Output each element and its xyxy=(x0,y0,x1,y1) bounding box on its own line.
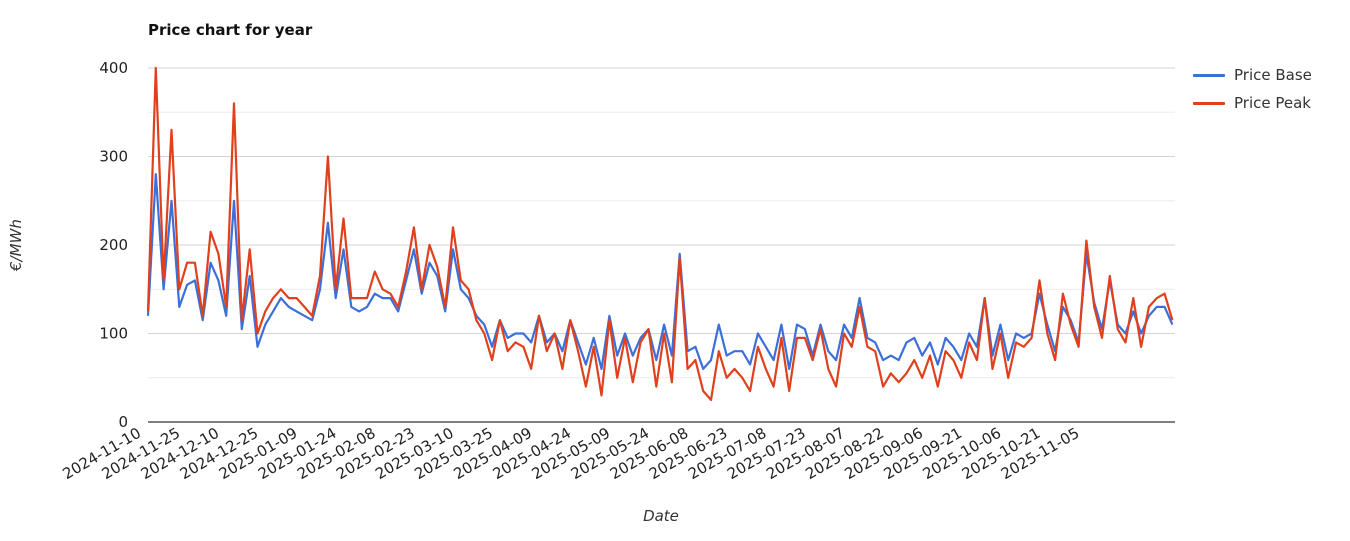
legend-item-price-peak[interactable]: Price Peak xyxy=(1193,94,1311,112)
y-tick-label: 300 xyxy=(99,148,128,166)
y-tick-label: 100 xyxy=(99,325,128,343)
y-tick-label: 400 xyxy=(99,59,128,77)
legend-swatch-base xyxy=(1193,73,1225,77)
legend-label-base: Price Base xyxy=(1234,66,1312,84)
legend-label-peak: Price Peak xyxy=(1234,94,1311,112)
series-line-price-base xyxy=(146,173,1174,370)
y-tick-label: 200 xyxy=(99,236,128,254)
y-axis-label: €/MWh xyxy=(7,219,25,272)
series-line-price-peak xyxy=(146,66,1174,401)
legend-item-price-base[interactable]: Price Base xyxy=(1193,66,1312,84)
y-tick-label: 0 xyxy=(118,413,128,431)
legend-swatch-peak xyxy=(1193,101,1225,105)
chart-title: Price chart for year xyxy=(148,21,313,39)
x-axis-label: Date xyxy=(643,507,679,525)
